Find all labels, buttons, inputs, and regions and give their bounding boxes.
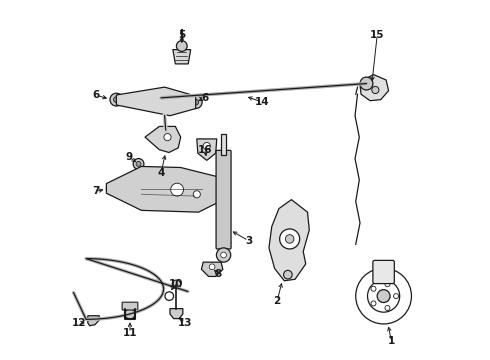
Text: 8: 8 (215, 269, 222, 279)
Circle shape (176, 41, 187, 51)
Circle shape (172, 280, 181, 289)
Polygon shape (88, 316, 99, 326)
Polygon shape (117, 87, 196, 116)
Circle shape (171, 183, 184, 196)
Circle shape (285, 235, 294, 243)
Polygon shape (170, 309, 183, 319)
Circle shape (110, 93, 123, 106)
Text: 14: 14 (255, 97, 270, 107)
Polygon shape (173, 50, 191, 64)
Polygon shape (201, 262, 223, 276)
FancyBboxPatch shape (122, 302, 138, 310)
Circle shape (114, 97, 119, 103)
Circle shape (189, 96, 202, 109)
Text: 15: 15 (370, 30, 385, 40)
Polygon shape (360, 75, 389, 101)
Text: 16: 16 (198, 145, 212, 155)
Circle shape (106, 183, 119, 195)
FancyBboxPatch shape (216, 150, 231, 249)
Polygon shape (106, 166, 225, 212)
Text: 11: 11 (122, 328, 137, 338)
Text: 9: 9 (125, 152, 132, 162)
Circle shape (280, 229, 300, 249)
Circle shape (154, 91, 168, 105)
Circle shape (377, 290, 390, 302)
Text: 7: 7 (92, 186, 99, 197)
Circle shape (136, 161, 141, 166)
Circle shape (165, 292, 173, 300)
Text: 12: 12 (72, 318, 86, 328)
Circle shape (203, 143, 210, 150)
Polygon shape (269, 200, 309, 281)
Circle shape (193, 191, 200, 198)
Circle shape (209, 264, 215, 270)
Circle shape (110, 186, 116, 192)
FancyBboxPatch shape (221, 134, 226, 155)
Polygon shape (145, 126, 181, 153)
Circle shape (193, 99, 198, 105)
Circle shape (360, 77, 373, 90)
Text: 13: 13 (178, 318, 192, 328)
Text: 5: 5 (178, 30, 185, 40)
Polygon shape (197, 139, 217, 160)
Circle shape (372, 86, 379, 94)
Circle shape (220, 252, 226, 258)
Text: 6: 6 (92, 90, 99, 100)
Circle shape (133, 158, 144, 169)
Text: 1: 1 (388, 337, 395, 346)
Text: 10: 10 (169, 279, 184, 289)
Circle shape (284, 270, 292, 279)
Text: 6: 6 (201, 93, 209, 103)
Circle shape (217, 248, 231, 262)
Circle shape (164, 134, 171, 141)
Text: 4: 4 (157, 168, 165, 178)
Text: 2: 2 (273, 296, 281, 306)
Text: 3: 3 (245, 236, 252, 246)
FancyBboxPatch shape (373, 260, 394, 284)
Circle shape (125, 309, 135, 319)
